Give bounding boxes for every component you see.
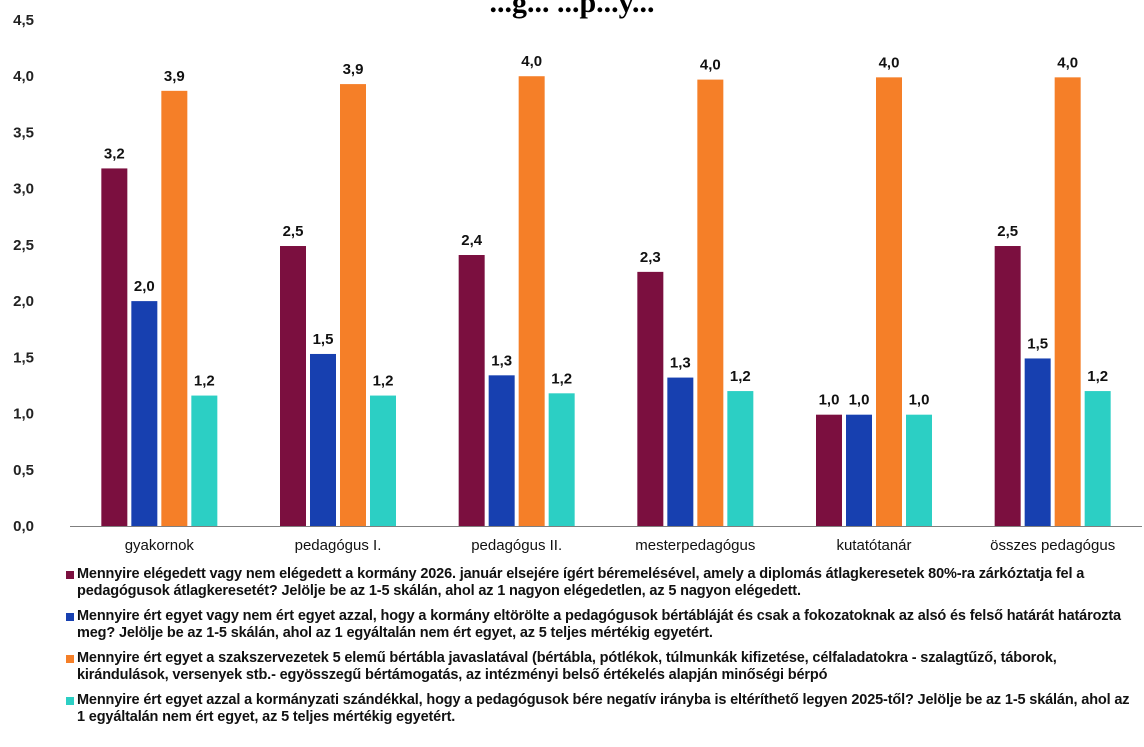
y-tick-label: 2,0: [13, 293, 34, 310]
bar-value-label: 2,5: [283, 223, 304, 240]
bar-value-label: 1,2: [730, 368, 751, 385]
bar-value-label: 2,3: [640, 249, 661, 266]
bar-value-label: 1,0: [849, 392, 870, 409]
bar: [370, 395, 396, 526]
y-tick-label: 2,5: [13, 237, 34, 254]
bar: [488, 375, 515, 526]
bar: [161, 90, 188, 526]
bar-value-label: 1,2: [373, 373, 394, 390]
legend-item: Mennyire ért egyet azzal a kormányzati s…: [66, 692, 1136, 726]
chart-title: ...g... ...p...y...: [489, 0, 655, 19]
bar: [637, 271, 664, 526]
y-tick-label: 0,5: [13, 462, 34, 479]
legend-item: Mennyire elégedett vagy nem elégedett a …: [66, 566, 1136, 600]
bar-value-label: 2,4: [461, 232, 483, 249]
y-tick-label: 4,5: [13, 12, 34, 29]
bar: [1084, 391, 1111, 526]
x-tick-label: pedagógus II.: [471, 537, 562, 554]
bar-value-label: 3,2: [104, 145, 125, 162]
y-tick-label: 3,5: [13, 124, 34, 141]
bar: [846, 414, 872, 526]
y-tick-label: 3,0: [13, 181, 34, 198]
legend: Mennyire elégedett vagy nem elégedett a …: [66, 566, 1136, 747]
bar: [191, 395, 218, 526]
bar-value-label: 1,3: [491, 352, 512, 369]
x-tick-label: összes pedagógus: [990, 537, 1115, 554]
bar: [906, 414, 932, 526]
bar: [994, 246, 1021, 526]
bar-value-label: 3,9: [343, 61, 364, 78]
bar-value-label: 1,2: [194, 373, 215, 390]
bar: [280, 246, 306, 526]
bar: [101, 168, 128, 526]
legend-swatch: [66, 655, 74, 663]
bar-value-label: 1,5: [1027, 335, 1048, 352]
legend-label: Mennyire ért egyet azzal a kormányzati s…: [77, 692, 1130, 725]
bar: [667, 377, 694, 526]
x-tick-label: gyakornok: [125, 537, 195, 554]
bar: [548, 393, 575, 526]
bar: [697, 79, 724, 527]
legend-label: Mennyire elégedett vagy nem elégedett a …: [77, 566, 1085, 599]
bar-value-label: 2,0: [134, 278, 155, 295]
data-labels-layer: 3,2 2,0 3,9 1,2 2,5 1,5 3,9 1,2 2,4 1,3 4,0 1,2 2,3 1…: [104, 53, 1108, 408]
bar-value-label: 1,3: [670, 355, 691, 372]
bar-value-label: 1,5: [313, 331, 334, 348]
y-tick-label: 0,0: [13, 518, 34, 535]
bar-value-label: 1,0: [909, 392, 930, 409]
bar-value-label: 4,0: [521, 53, 542, 70]
x-tick-label: kutatótanár: [836, 537, 911, 554]
bar: [310, 353, 336, 526]
bar: [727, 391, 754, 526]
bar: [816, 414, 842, 526]
x-tick-label: pedagógus I.: [295, 537, 382, 554]
y-tick-label: 1,5: [13, 349, 34, 366]
bar-value-label: 1,2: [1087, 368, 1108, 385]
bar: [876, 77, 902, 526]
legend-swatch: [66, 697, 74, 705]
x-axis: gyakornok pedagógus I. pedagógus II. mester…: [125, 537, 1115, 554]
bar-value-label: 4,0: [879, 54, 900, 71]
bar-value-label: 3,9: [164, 68, 185, 85]
bar-chart: 0,0 0,5 1,0 1,5 2,0 2,5 3,0 3,5 4,0 4,5 3,2 2,0 3,9…: [13, 12, 1142, 554]
bar: [518, 76, 545, 526]
bar: [458, 255, 485, 526]
bar-value-label: 4,0: [1057, 54, 1078, 71]
bar-value-label: 2,5: [997, 223, 1018, 240]
legend-item: Mennyire ért egyet vagy nem ért egyet az…: [66, 608, 1136, 642]
bar: [1024, 358, 1051, 526]
y-axis: 0,0 0,5 1,0 1,5 2,0 2,5 3,0 3,5 4,0 4,5: [13, 12, 34, 535]
x-tick-label: mesterpedagógus: [635, 537, 755, 554]
legend-swatch: [66, 571, 74, 579]
bar-value-label: 1,0: [819, 392, 840, 409]
bar: [131, 301, 158, 526]
legend-item: Mennyire ért egyet a szakszervezetek 5 e…: [66, 650, 1136, 684]
bar-value-label: 1,2: [551, 370, 572, 387]
bar-value-label: 4,0: [700, 57, 721, 74]
legend-swatch: [66, 613, 74, 621]
bar: [340, 84, 366, 527]
bar: [1054, 77, 1081, 526]
legend-label: Mennyire ért egyet a szakszervezetek 5 e…: [77, 650, 1057, 683]
bars-layer: [101, 76, 1111, 527]
y-tick-label: 1,0: [13, 406, 34, 423]
legend-label: Mennyire ért egyet vagy nem ért egyet az…: [77, 608, 1121, 641]
y-tick-label: 4,0: [13, 68, 34, 85]
